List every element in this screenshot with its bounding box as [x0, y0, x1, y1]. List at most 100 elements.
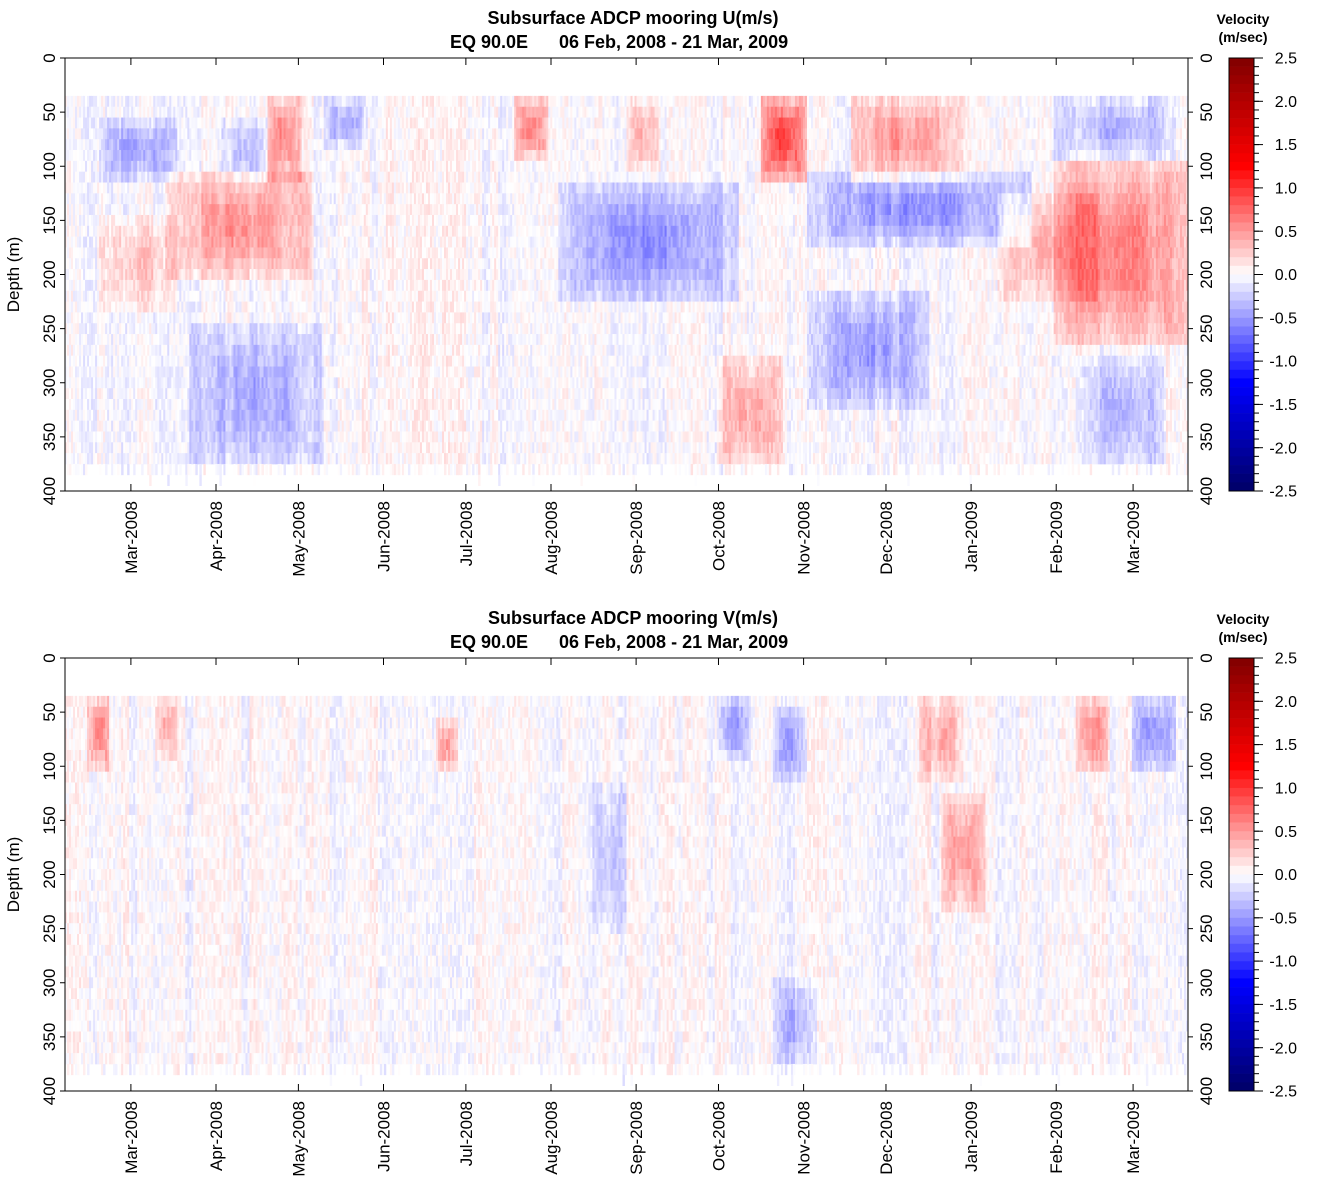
- heatmap-cell: [85, 355, 88, 367]
- heatmap-cell: [91, 236, 94, 248]
- heatmap-cell: [277, 463, 280, 476]
- heatmap-cell: [143, 106, 146, 118]
- heatmap-cell: [195, 128, 198, 140]
- heatmap-cell: [187, 193, 190, 205]
- heatmap-cell: [89, 398, 92, 411]
- heatmap-cell: [205, 409, 208, 422]
- heatmap-cell: [221, 355, 224, 367]
- heatmap-cell: [231, 398, 234, 411]
- heatmap-cell: [133, 204, 136, 216]
- heatmap-cell: [99, 344, 102, 357]
- heatmap-cell: [295, 150, 299, 162]
- heatmap-cell: [307, 431, 311, 443]
- heatmap-cell: [163, 290, 166, 302]
- heatmap-cell: [67, 236, 70, 248]
- heatmap-cell: [171, 355, 174, 367]
- heatmap-cell: [251, 258, 254, 270]
- heatmap-cell: [67, 247, 70, 259]
- heatmap-cell: [305, 355, 309, 367]
- heatmap-cell: [249, 171, 252, 183]
- heatmap-cell: [165, 301, 168, 313]
- heatmap-cell: [161, 106, 164, 118]
- heatmap-cell: [87, 301, 90, 313]
- heatmap-cell: [293, 204, 297, 216]
- heatmap-cell: [315, 225, 319, 238]
- heatmap-cell: [295, 388, 299, 400]
- heatmap-cell: [301, 279, 305, 292]
- heatmap-cell: [255, 442, 258, 454]
- heatmap-cell: [223, 344, 226, 357]
- heatmap-cell: [83, 323, 86, 335]
- heatmap-cell: [91, 409, 94, 422]
- heatmap-cell: [229, 225, 232, 238]
- heatmap-cell: [249, 279, 252, 292]
- heatmap-cell: [183, 269, 186, 281]
- heatmap-cell: [209, 420, 212, 432]
- heatmap-cell: [165, 139, 168, 151]
- heatmap-cell: [105, 431, 108, 443]
- heatmap-cell: [251, 139, 254, 151]
- heatmap-cell: [237, 139, 240, 151]
- heatmap-cell: [67, 409, 70, 422]
- heatmap-cell: [241, 312, 244, 324]
- heatmap-cell: [65, 334, 68, 346]
- heatmap-cell: [75, 128, 78, 140]
- heatmap-cell: [95, 377, 98, 389]
- heatmap-cell: [65, 139, 68, 151]
- heatmap-cell: [137, 193, 140, 205]
- heatmap-cell: [247, 117, 250, 129]
- heatmap-cell: [205, 366, 208, 378]
- heatmap-cell: [131, 150, 134, 162]
- heatmap-cell: [93, 409, 96, 422]
- heatmap-cell: [85, 388, 88, 400]
- heatmap-cell: [127, 442, 130, 454]
- heatmap-cell: [289, 388, 293, 400]
- heatmap-cell: [279, 214, 282, 227]
- heatmap-cell: [185, 344, 188, 357]
- heatmap-cell: [131, 290, 134, 302]
- heatmap-cell: [313, 409, 317, 422]
- heatmap-cell: [99, 431, 102, 443]
- heatmap-cell: [263, 442, 266, 454]
- heatmap-cell: [197, 323, 200, 335]
- heatmap-cell: [77, 388, 80, 400]
- heatmap-cell: [189, 171, 192, 183]
- heatmap-cell: [251, 128, 254, 140]
- heatmap-cell: [255, 312, 258, 324]
- heatmap-cell: [247, 388, 250, 400]
- heatmap-cell: [117, 409, 120, 422]
- heatmap-cell: [225, 301, 228, 313]
- heatmap-cell: [65, 398, 68, 411]
- heatmap-cell: [221, 193, 224, 205]
- heatmap-cell: [137, 442, 140, 454]
- heatmap-cell: [317, 258, 321, 270]
- heatmap-cell: [77, 334, 80, 346]
- heatmap-cell: [147, 269, 150, 281]
- heatmap-cell: [187, 171, 190, 183]
- heatmap-cell: [89, 247, 92, 259]
- heatmap-cell: [241, 334, 244, 346]
- heatmap-cell: [295, 95, 299, 108]
- heatmap-cell: [275, 182, 278, 194]
- heatmap-cell: [95, 323, 98, 335]
- heatmap-cell: [73, 236, 76, 248]
- heatmap-cell: [65, 160, 68, 173]
- heatmap-cell: [183, 95, 186, 108]
- heatmap-cell: [169, 431, 172, 443]
- heatmap-cell: [123, 442, 126, 454]
- heatmap-cell: [323, 453, 327, 465]
- heatmap-cell: [311, 301, 315, 313]
- heatmap-cell: [87, 344, 90, 357]
- heatmap-cell: [89, 258, 92, 270]
- heatmap-cell: [219, 214, 222, 227]
- heatmap-cell: [127, 334, 130, 346]
- heatmap-cell: [155, 377, 158, 389]
- heatmap-cell: [213, 388, 216, 400]
- heatmap-cell: [189, 193, 192, 205]
- heatmap-cell: [287, 117, 290, 129]
- heatmap-cell: [77, 225, 80, 238]
- heatmap-cell: [157, 139, 160, 151]
- heatmap-cell: [129, 236, 132, 248]
- heatmap-cell: [145, 236, 148, 248]
- heatmap-cell: [321, 398, 325, 411]
